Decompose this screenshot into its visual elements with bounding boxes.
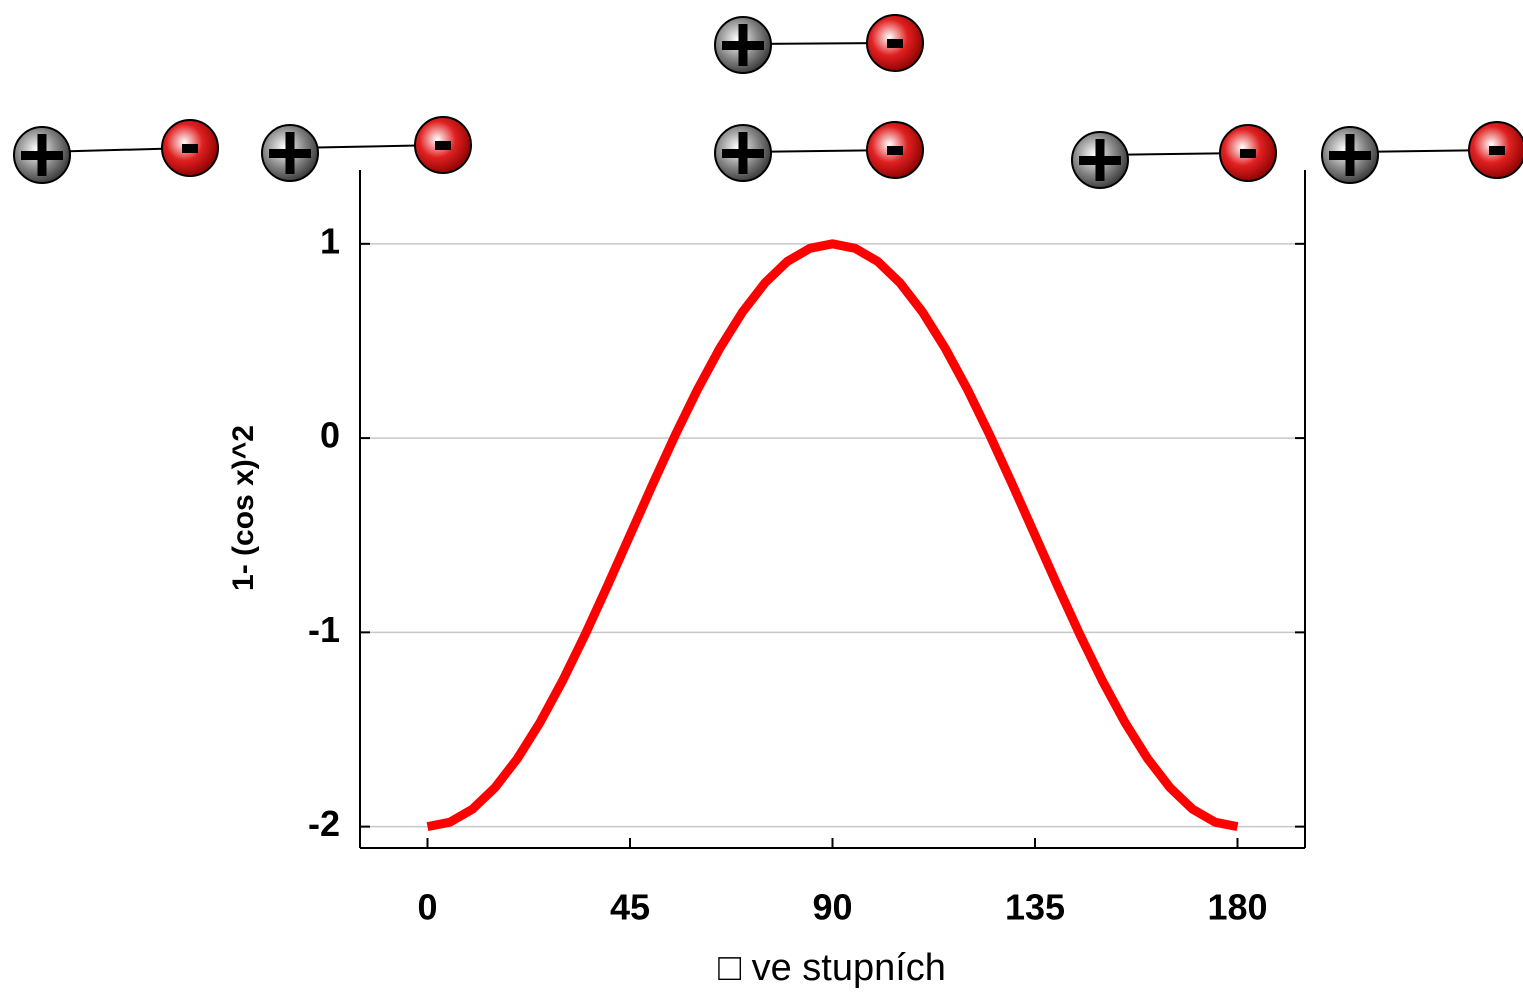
dipoles bbox=[13, 14, 1523, 189]
y-tick-label: -1 bbox=[308, 609, 340, 650]
x-tick-label: 0 bbox=[417, 887, 437, 928]
x-tick-label: 90 bbox=[812, 887, 852, 928]
y-tick-label: 1 bbox=[320, 220, 340, 261]
x-tick-label: 45 bbox=[610, 887, 650, 928]
x-axis-label: □ ve stupních bbox=[718, 947, 946, 989]
y-tick-label: -2 bbox=[308, 803, 340, 844]
y-tick-label: 0 bbox=[320, 415, 340, 456]
curve bbox=[426, 239, 1239, 832]
y-axis-label: 1- (cos x)^2 bbox=[227, 425, 260, 591]
x-tick-label: 180 bbox=[1207, 887, 1267, 928]
x-tick-label: 135 bbox=[1005, 887, 1065, 928]
